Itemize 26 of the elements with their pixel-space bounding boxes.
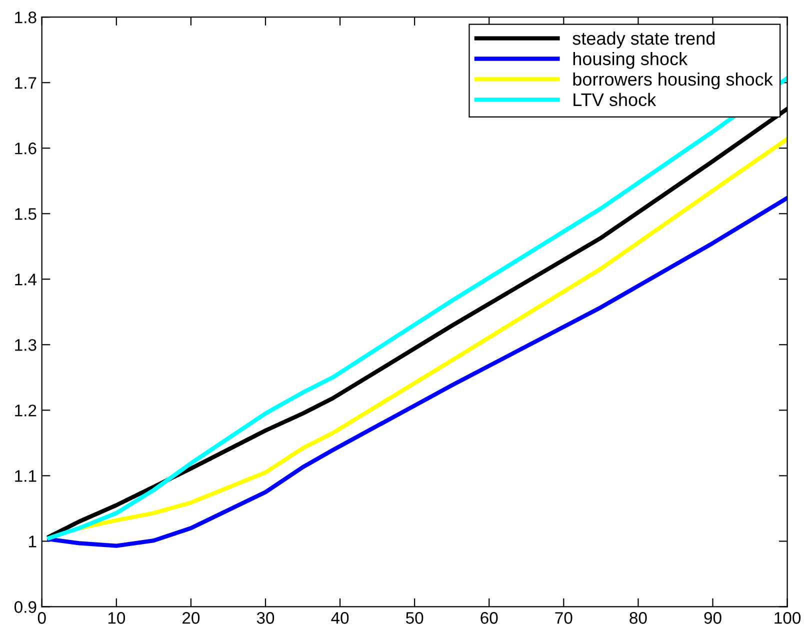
y-tick-label: 1.3 xyxy=(15,339,36,351)
y-tick-label: 1 xyxy=(29,536,36,548)
legend-label: steady state trend xyxy=(572,32,715,48)
line-series xyxy=(47,196,788,548)
y-tick-label: 1.5 xyxy=(15,208,36,220)
x-tick-label: 60 xyxy=(480,612,498,624)
legend-label: borrowers housing shock xyxy=(573,72,773,90)
x-tick-label: 50 xyxy=(406,612,424,624)
y-tick-label: 1.2 xyxy=(15,404,36,416)
legend-label: housing shock xyxy=(573,52,688,69)
x-tick-label: 70 xyxy=(555,612,572,624)
y-tick-label: 1.4 xyxy=(15,274,37,286)
y-tick-label: 0.9 xyxy=(14,601,36,613)
x-tick-label: 30 xyxy=(256,612,274,624)
y-tick-label: 1.1 xyxy=(15,470,36,482)
x-tick-label: 20 xyxy=(182,612,200,624)
x-tick-label: 90 xyxy=(704,612,722,624)
x-tick-label: 80 xyxy=(630,612,647,624)
legend-label: LTV shock xyxy=(574,92,656,106)
y-tick-label: 1.7 xyxy=(15,77,36,89)
x-tick-label: 10 xyxy=(108,612,126,624)
y-tick-label: 1.6 xyxy=(15,142,36,154)
x-tick-label: 100 xyxy=(774,612,801,624)
y-tick-label: 1.8 xyxy=(15,12,36,24)
x-tick-label: 0 xyxy=(38,612,46,624)
x-tick-label: 40 xyxy=(331,612,349,624)
